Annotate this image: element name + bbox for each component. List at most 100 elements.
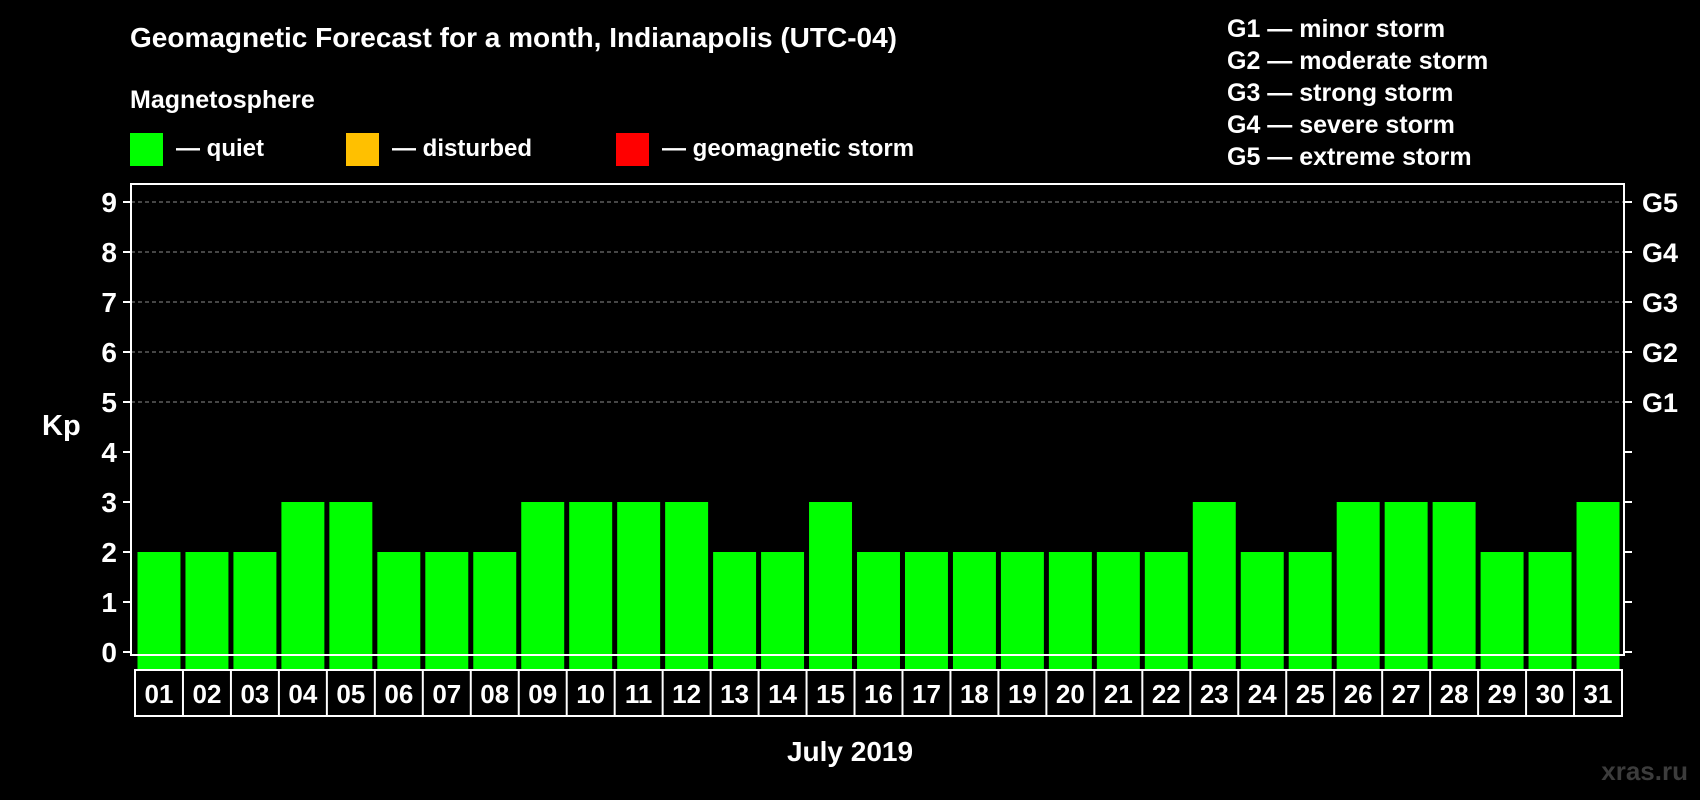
- x-tick-label-08: 08: [480, 679, 509, 709]
- legend-label-quiet: — quiet: [176, 135, 264, 162]
- x-tick-label-16: 16: [864, 679, 893, 709]
- x-tick-label-19: 19: [1008, 679, 1037, 709]
- y-tick-label-8: 8: [101, 237, 117, 268]
- bar-29: [1480, 552, 1524, 669]
- x-category-frame: [134, 669, 1623, 717]
- x-tick-label-12: 12: [672, 679, 701, 709]
- bar-07: [425, 552, 469, 669]
- chart-title: Geomagnetic Forecast for a month, Indian…: [130, 22, 897, 53]
- x-tick-label-05: 05: [336, 679, 365, 709]
- x-axis-label: July 2019: [786, 736, 914, 767]
- bar-23: [1192, 502, 1236, 669]
- legend-swatch-quiet: [130, 132, 163, 166]
- right-tick-label-g2: G2: [1642, 338, 1678, 368]
- y-tick-label-6: 6: [101, 337, 117, 368]
- y-tick-label-7: 7: [101, 287, 117, 318]
- x-tick-label-15: 15: [816, 679, 845, 709]
- x-tick-label-23: 23: [1200, 679, 1229, 709]
- bar-20: [1048, 552, 1092, 669]
- y-axis-label: Kp: [42, 410, 81, 442]
- right-tick-label-g1: G1: [1642, 388, 1678, 418]
- x-tick-label-28: 28: [1440, 679, 1469, 709]
- legend-item-quiet: — quiet: [130, 132, 264, 166]
- bar-17: [904, 552, 948, 669]
- x-tick-label-07: 07: [432, 679, 461, 709]
- x-tick-label-24: 24: [1248, 679, 1277, 709]
- x-tick-label-18: 18: [960, 679, 989, 709]
- bar-layer: [137, 502, 1620, 669]
- x-tick-label-26: 26: [1344, 679, 1373, 709]
- legend-label-disturbed: — disturbed: [392, 135, 533, 162]
- x-tick-label-25: 25: [1296, 679, 1325, 709]
- bar-26: [1336, 502, 1380, 669]
- bar-30: [1528, 552, 1572, 669]
- tick-layer: 0 1 2 3 4 5 6 7 8 9 G1 G2 G3 G4 G5: [101, 187, 1678, 668]
- legend-label-storm: — geomagnetic storm: [662, 135, 915, 162]
- x-tick-label-29: 29: [1488, 679, 1517, 709]
- bar-09: [521, 502, 565, 669]
- y-tick-label-4: 4: [101, 437, 117, 468]
- x-tick-label-03: 03: [240, 679, 269, 709]
- y-tick-label-0: 0: [101, 637, 117, 668]
- bar-19: [1000, 552, 1044, 669]
- bar-02: [185, 552, 229, 669]
- bar-21: [1096, 552, 1140, 669]
- bar-27: [1384, 502, 1428, 669]
- bar-25: [1288, 552, 1332, 669]
- bar-22: [1144, 552, 1188, 669]
- legend-heading: Magnetosphere: [130, 86, 315, 114]
- x-tick-label-01: 01: [145, 679, 174, 709]
- y-tick-label-9: 9: [101, 187, 117, 218]
- storm-level-g3: G3 — strong storm: [1227, 79, 1454, 107]
- bar-01: [137, 552, 181, 669]
- x-tick-label-20: 20: [1056, 679, 1085, 709]
- y-tick-label-5: 5: [101, 387, 117, 418]
- x-tick-label-02: 02: [192, 679, 221, 709]
- y-tick-label-2: 2: [101, 537, 117, 568]
- bar-08: [473, 552, 517, 669]
- bar-12: [665, 502, 709, 669]
- watermark: xras.ru: [1601, 756, 1688, 786]
- right-tick-label-g4: G4: [1642, 238, 1678, 268]
- bar-31: [1576, 502, 1620, 669]
- legend-item-disturbed: — disturbed: [346, 132, 532, 166]
- x-category-cells: 01 02 03 04 05 06 07 08 09 10 11 12 13 14 15 16 17 18 19 20…: [134, 669, 1623, 717]
- bar-24: [1240, 552, 1284, 669]
- x-tick-label-10: 10: [576, 679, 605, 709]
- storm-level-list: G1 — minor storm G2 — moderate storm G3 …: [1227, 13, 1488, 173]
- right-tick-label-g3: G3: [1642, 288, 1678, 318]
- bar-05: [329, 502, 373, 669]
- x-tick-label-06: 06: [384, 679, 413, 709]
- bar-14: [761, 552, 805, 669]
- x-tick-label-30: 30: [1536, 679, 1565, 709]
- x-tick-label-13: 13: [720, 679, 749, 709]
- bar-15: [809, 502, 853, 669]
- legend-swatch-storm: [616, 132, 649, 166]
- bar-06: [377, 552, 421, 669]
- right-tick-label-g5: G5: [1642, 188, 1678, 218]
- x-tick-label-31: 31: [1584, 679, 1613, 709]
- legend-item-storm: — geomagnetic storm: [616, 132, 914, 166]
- x-tick-label-21: 21: [1104, 679, 1133, 709]
- x-tick-label-27: 27: [1392, 679, 1421, 709]
- y-tick-label-3: 3: [101, 487, 117, 518]
- bar-18: [952, 552, 996, 669]
- storm-level-g4: G4 — severe storm: [1227, 111, 1455, 139]
- bar-16: [857, 552, 900, 669]
- x-tick-label-22: 22: [1152, 679, 1181, 709]
- grid-layer: [131, 201, 1624, 403]
- storm-level-g2: G2 — moderate storm: [1227, 47, 1489, 75]
- legend-swatch-disturbed: [346, 132, 379, 166]
- bar-13: [713, 552, 757, 669]
- storm-level-g1: G1 — minor storm: [1227, 15, 1446, 43]
- bar-04: [281, 502, 325, 669]
- x-tick-label-04: 04: [288, 679, 317, 709]
- bar-11: [617, 502, 661, 669]
- x-tick-label-17: 17: [912, 679, 941, 709]
- x-tick-label-14: 14: [768, 679, 797, 709]
- bar-03: [233, 552, 277, 669]
- storm-level-g5: G5 — extreme storm: [1227, 143, 1472, 171]
- bar-10: [569, 502, 613, 669]
- bar-28: [1432, 502, 1476, 669]
